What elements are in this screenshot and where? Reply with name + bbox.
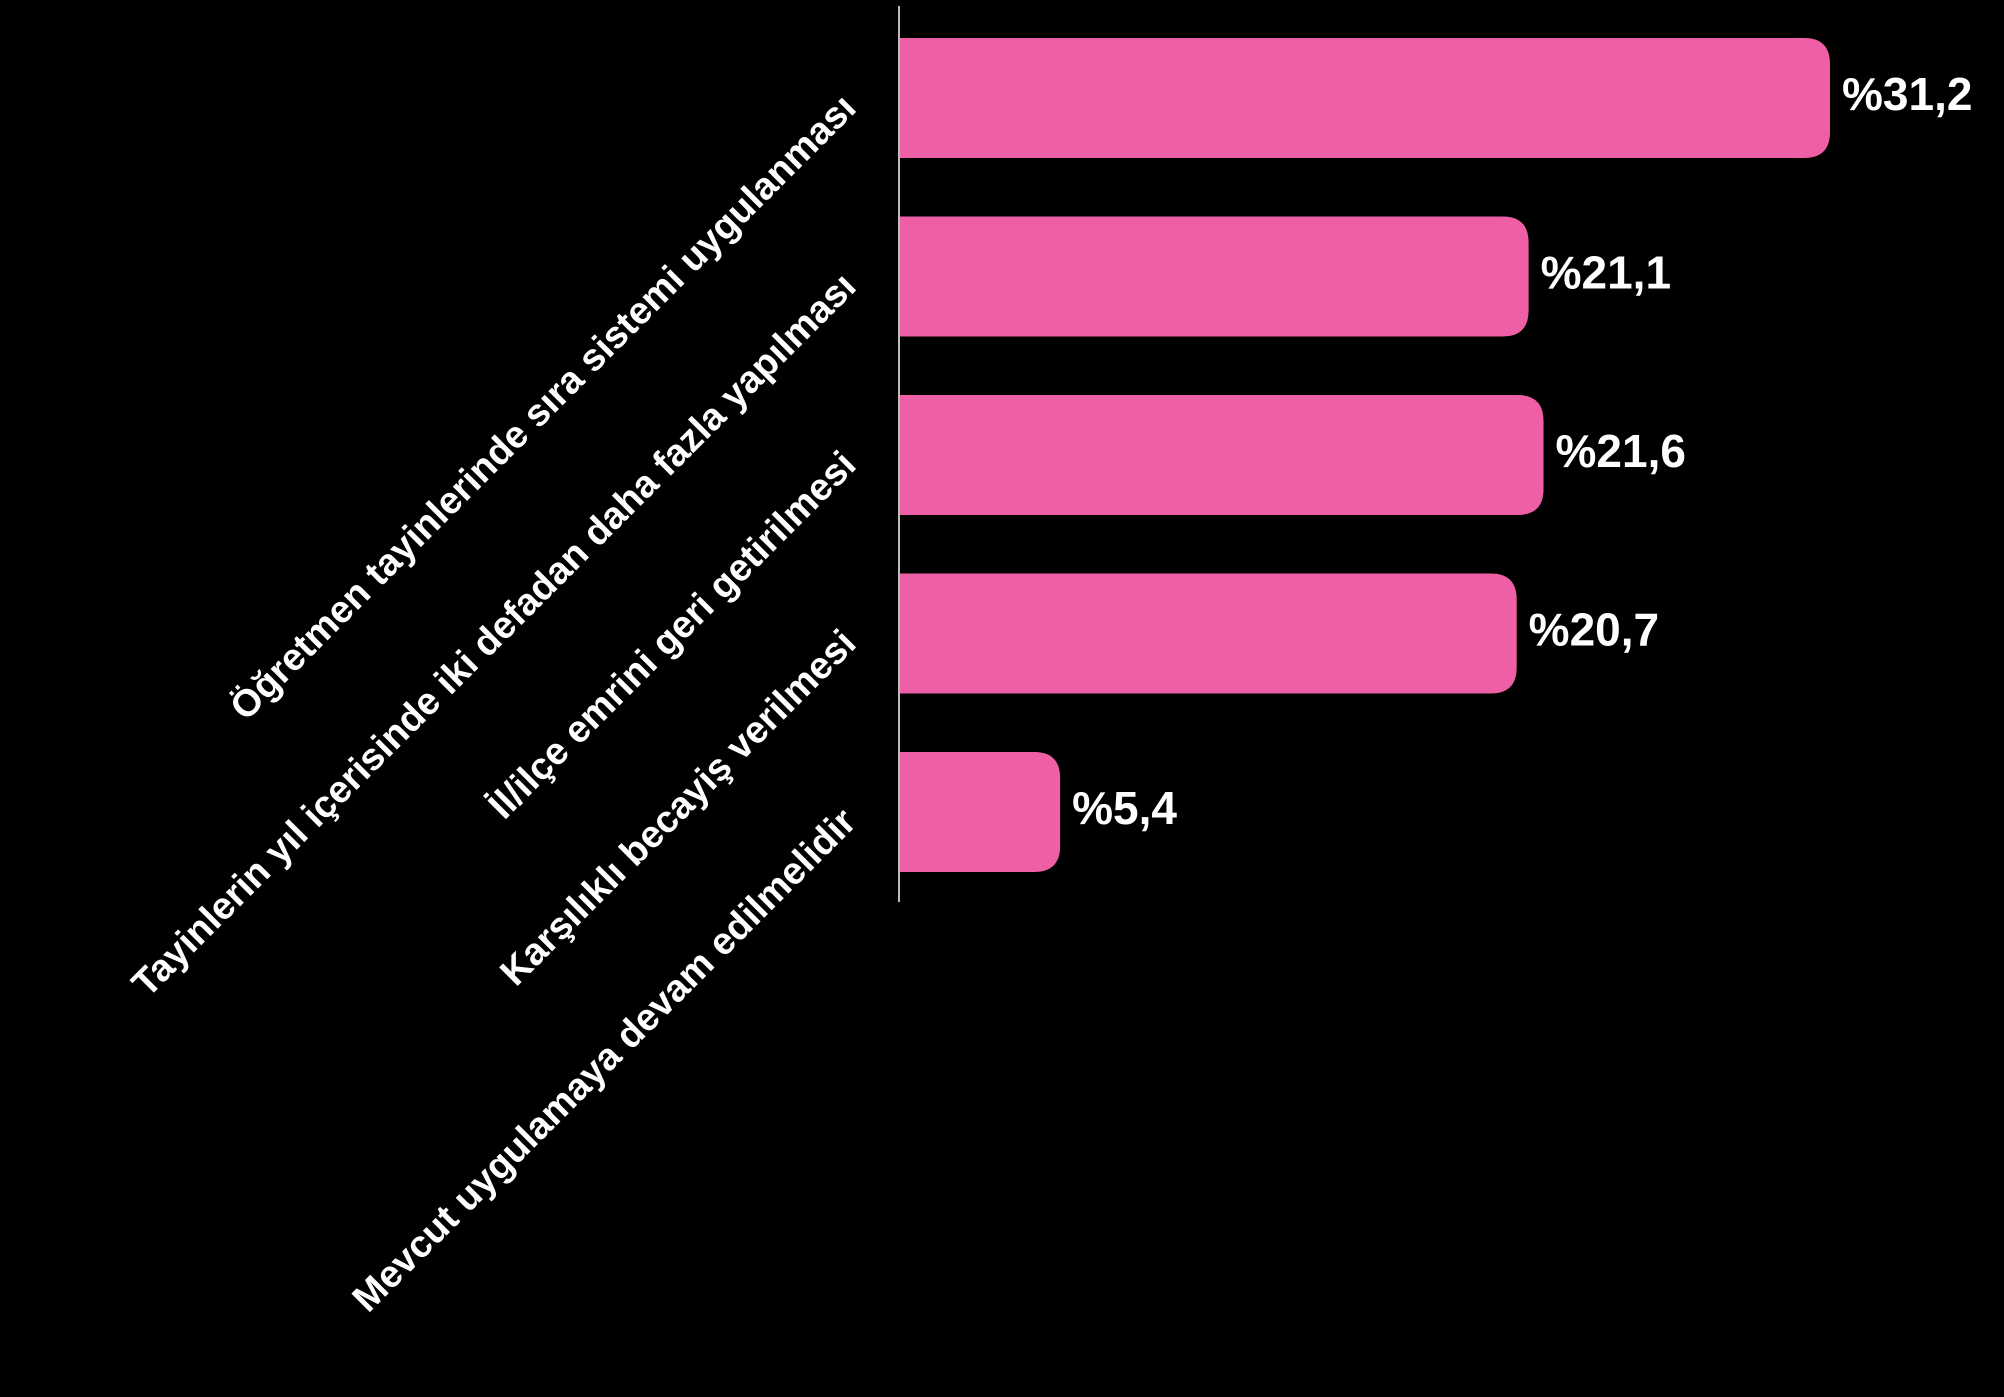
value-label-3: %21,6 <box>1556 425 1686 477</box>
bars-layer <box>899 38 1830 872</box>
bar-1 <box>899 38 1830 158</box>
value-label-4: %20,7 <box>1529 604 1659 656</box>
bar-4 <box>899 573 1517 694</box>
bar-2 <box>899 216 1529 337</box>
value-label-1: %31,2 <box>1842 68 1972 120</box>
bar-5 <box>899 752 1061 872</box>
value-label-2: %21,1 <box>1541 247 1671 299</box>
value-label-5: %5,4 <box>1072 782 1177 834</box>
bar-3 <box>899 395 1544 515</box>
value-labels-layer: %31,2 %21,1 %21,6 %20,7 %5,4 <box>1072 68 1972 834</box>
